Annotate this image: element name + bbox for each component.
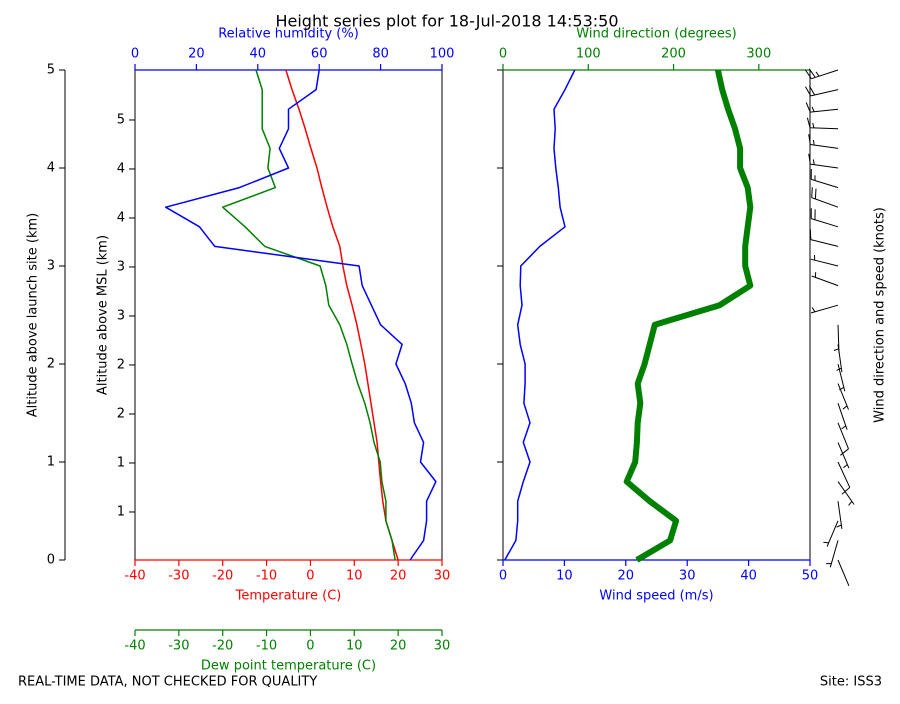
site-label: Site: ISS3	[820, 675, 882, 690]
x-tick-label: 10	[346, 639, 363, 654]
x-tick-label: 30	[679, 569, 696, 584]
wind-barb	[823, 520, 839, 547]
x-tick-label: -20	[212, 569, 233, 584]
x-tick-label: 20	[390, 569, 407, 584]
x-tick-label: 300	[746, 47, 771, 62]
wind-barb	[805, 68, 839, 80]
footer-note: REAL-TIME DATA, NOT CHECKED FOR QUALITY	[18, 675, 317, 690]
x-tick-label: 30	[434, 569, 451, 584]
y-tick-label: 2	[117, 357, 125, 372]
x-tick-label: 0	[499, 569, 507, 584]
x-tick-label: 50	[802, 569, 819, 584]
x-tick-label: 0	[131, 47, 139, 62]
wind-barb	[837, 481, 855, 506]
wind-barb	[806, 117, 839, 130]
profile-line	[504, 69, 576, 561]
x-tick-label: 100	[430, 47, 455, 62]
x-tick-label: 80	[372, 47, 389, 62]
x-tick-label: -30	[168, 569, 189, 584]
wind-barb	[837, 442, 850, 469]
wind-barb	[808, 153, 839, 169]
wind-barb	[810, 168, 839, 189]
x-tick-label: 100	[576, 47, 601, 62]
y-tick-label: 4	[117, 210, 125, 225]
x-tick-label: 40	[740, 569, 757, 584]
wind-barb	[811, 187, 839, 208]
y-tick-label: 2	[117, 406, 125, 421]
x-tick-label: 40	[250, 47, 267, 62]
wind-barb	[805, 85, 839, 97]
wind-barb	[837, 363, 846, 392]
x-tick-label: 20	[188, 47, 205, 62]
y-tick-label: 5	[117, 112, 125, 127]
wind-barb	[810, 208, 839, 228]
wind-barb	[833, 324, 840, 353]
x-axis-label: Dew point temperature (C)	[201, 659, 376, 674]
x-tick-label: 200	[661, 47, 686, 62]
y-axis-label: Altitude above launch site (km)	[26, 213, 41, 417]
x-tick-label: 0	[306, 639, 314, 654]
x-tick-label: 10	[346, 569, 363, 584]
x-tick-label: 0	[499, 47, 507, 62]
y-tick-label: 1	[117, 455, 125, 470]
barb-label: Wind direction and speed (knots)	[873, 207, 888, 423]
wind-barb	[810, 254, 839, 267]
x-tick-label: 20	[618, 569, 635, 584]
x-tick-label: 20	[390, 639, 407, 654]
y-tick-label: 4	[117, 161, 125, 176]
y-tick-label: 0	[47, 553, 55, 568]
x-tick-label: -40	[124, 569, 145, 584]
profile-line	[285, 69, 399, 561]
x-tick-label: -40	[124, 639, 145, 654]
x-tick-label: -10	[256, 569, 277, 584]
y-tick-label: 4	[47, 161, 55, 176]
wind-barb	[826, 540, 839, 568]
y-tick-label: 1	[47, 455, 55, 470]
chart-title: Height series plot for 18-Jul-2018 14:53…	[275, 12, 618, 31]
wind-barb	[837, 559, 850, 586]
wind-barb	[809, 229, 839, 247]
wind-barb	[805, 102, 839, 113]
x-axis-label: Wind direction (degrees)	[576, 27, 736, 42]
wind-barb	[837, 403, 848, 430]
profile-line	[164, 69, 437, 561]
y-tick-label: 3	[117, 308, 125, 323]
wind-barb	[808, 134, 839, 149]
wind-barb	[837, 422, 849, 456]
y-tick-label: 3	[117, 259, 125, 274]
wind-barb	[837, 461, 851, 495]
wind-barb	[811, 272, 839, 287]
wind-barb	[837, 383, 849, 410]
x-tick-label: 30	[434, 639, 451, 654]
x-tick-label: 10	[556, 569, 573, 584]
x-tick-label: 60	[311, 47, 328, 62]
wind-barb	[836, 501, 843, 529]
x-tick-label: -30	[168, 639, 189, 654]
profile-line	[221, 69, 396, 561]
y-tick-label: 3	[47, 259, 55, 274]
x-axis-label: Wind speed (m/s)	[599, 589, 713, 604]
y-tick-label: 2	[47, 357, 55, 372]
profile-line	[623, 69, 754, 563]
x-tick-label: -10	[256, 639, 277, 654]
y-tick-label: 1	[117, 504, 125, 519]
x-tick-label: -20	[212, 639, 233, 654]
x-axis-label: Temperature (C)	[235, 589, 342, 604]
y-axis-label: Altitude above MSL (km)	[96, 235, 111, 395]
x-tick-label: 0	[306, 569, 314, 584]
x-axis-label: Relative humidity (%)	[218, 27, 359, 42]
y-tick-label: 5	[47, 63, 55, 78]
wind-barb	[810, 304, 839, 314]
